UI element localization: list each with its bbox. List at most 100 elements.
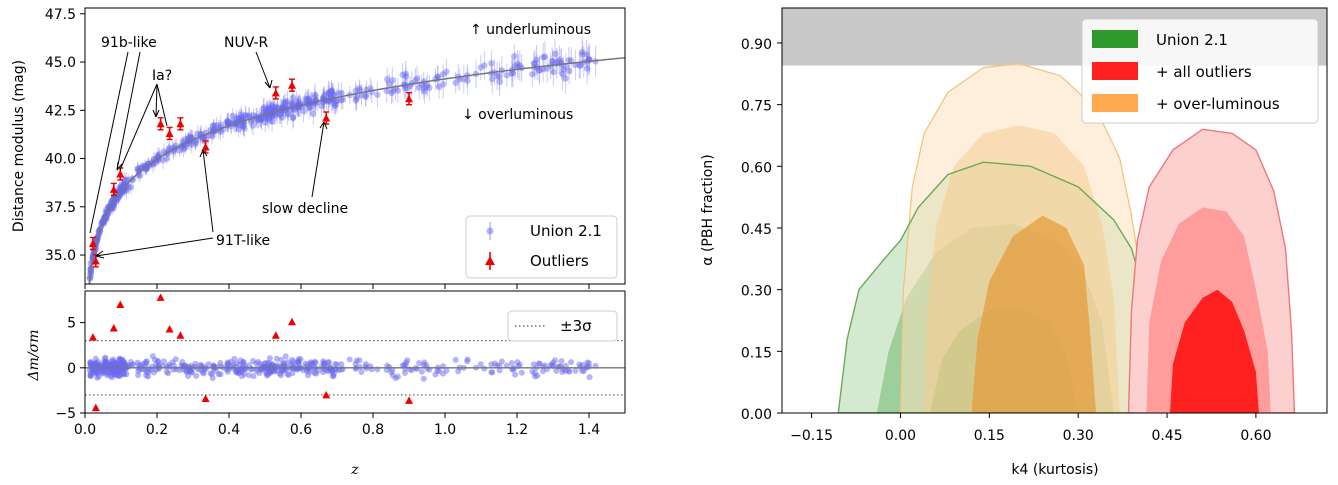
- union-point: [511, 53, 518, 60]
- residual-point: [576, 361, 583, 368]
- hubble-legend-outliers: Outliers: [530, 252, 589, 270]
- union-point: [583, 65, 591, 72]
- residual-outlier: [322, 390, 331, 399]
- union-point: [540, 53, 547, 61]
- 91t-like-label: 91T-like: [216, 233, 270, 249]
- residual-point: [188, 369, 195, 376]
- residual-point: [307, 368, 314, 375]
- arrow-ia-1: [119, 83, 158, 171]
- residual-point: [128, 358, 135, 365]
- union-point: [401, 84, 409, 92]
- union-point: [141, 162, 149, 170]
- residual-xtick-label: 1.4: [578, 422, 600, 438]
- union-point: [266, 106, 274, 114]
- residual-outlier: [288, 317, 296, 326]
- residual-point: [418, 368, 425, 375]
- union-point: [270, 104, 277, 111]
- union-point: [267, 106, 275, 113]
- residual-point: [489, 369, 496, 376]
- residual-xtick-label: 1.2: [506, 422, 528, 438]
- union-point: [496, 78, 503, 85]
- residual-point: [353, 357, 360, 364]
- union-point: [253, 117, 260, 124]
- union-point: [311, 91, 319, 99]
- residual-point: [420, 375, 427, 382]
- outlier-marker: [201, 142, 210, 151]
- union-point: [229, 112, 236, 120]
- union-point: [560, 66, 567, 73]
- union-point: [509, 69, 517, 77]
- hubble-legend-union: Union 2.1: [530, 222, 602, 240]
- union-point: [223, 118, 230, 125]
- union-point: [579, 51, 586, 58]
- legend-union-marker: [486, 227, 494, 235]
- union-point: [282, 99, 289, 106]
- union-point: [356, 85, 363, 92]
- annotation-arrows: [89, 51, 328, 259]
- union-point: [423, 83, 430, 91]
- residual-point: [255, 359, 262, 366]
- overluminous-label: ↓ overluminous: [462, 107, 573, 123]
- union-point: [338, 96, 345, 104]
- residual-point: [455, 368, 462, 375]
- union-point: [329, 91, 336, 99]
- union-point: [271, 104, 278, 111]
- union-point: [274, 104, 281, 111]
- posterior-legend-all: + all outliers: [1156, 63, 1252, 81]
- arrowhead-ia: [152, 109, 160, 118]
- union-point: [121, 186, 128, 193]
- union-point: [238, 113, 246, 121]
- union-point: [284, 98, 291, 105]
- residual-outlier: [271, 331, 280, 339]
- union-point: [118, 181, 126, 188]
- union-point: [339, 96, 347, 103]
- residual-point: [332, 361, 339, 368]
- union-point: [539, 65, 547, 73]
- residual-point: [452, 356, 459, 363]
- union-point: [134, 165, 142, 172]
- union-point: [291, 106, 299, 113]
- union-point: [332, 101, 339, 109]
- union-point: [565, 67, 573, 75]
- union-point: [269, 101, 276, 109]
- residual-point: [107, 365, 114, 372]
- residual-point: [329, 368, 336, 375]
- residual-point: [173, 365, 180, 372]
- union-point: [188, 141, 195, 148]
- union-point: [533, 56, 540, 64]
- residual-point: [149, 353, 156, 360]
- union-point: [224, 118, 232, 126]
- union-point: [123, 187, 130, 194]
- union-point: [281, 99, 288, 106]
- union-point: [135, 167, 142, 175]
- legend-over-swatch: [1092, 94, 1138, 112]
- union-point: [562, 63, 570, 71]
- posterior-ytick-label: 0.15: [741, 345, 772, 361]
- union-point: [117, 189, 125, 197]
- all-contour-30: [1170, 289, 1259, 413]
- residual-point: [284, 359, 291, 366]
- union-point: [328, 87, 335, 94]
- union-point: [265, 115, 273, 122]
- outlier-marker: [271, 88, 280, 97]
- outlier-marker: [116, 169, 125, 178]
- union-point: [325, 89, 332, 96]
- hubble-ytick-label: 35.0: [45, 248, 76, 264]
- union-point: [333, 98, 340, 105]
- union-point: [210, 122, 217, 130]
- union-point: [241, 125, 248, 132]
- residual-point: [94, 369, 101, 376]
- union-point: [508, 70, 515, 77]
- residual-point: [166, 361, 173, 368]
- residual-point: [163, 368, 170, 375]
- union-point: [421, 88, 428, 95]
- residual-point: [203, 365, 210, 372]
- arrow-91t-1: [202, 149, 214, 233]
- residual-point: [207, 370, 214, 377]
- residual-point: [530, 361, 537, 368]
- legend-all-swatch: [1092, 62, 1138, 80]
- union-point: [335, 90, 342, 97]
- residual-point: [116, 355, 123, 362]
- posterior-xtick-label: 0.00: [885, 428, 916, 444]
- posterior-frame: [781, 7, 1328, 414]
